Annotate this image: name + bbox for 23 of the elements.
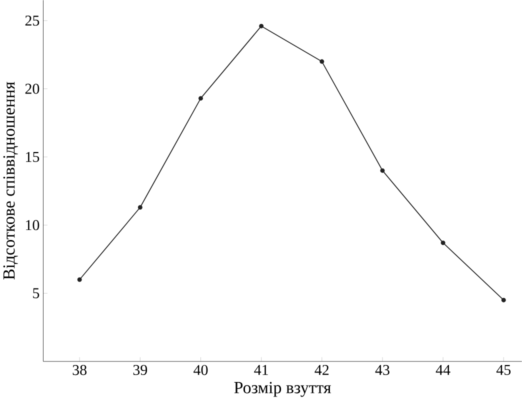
y-tick-label: 10 — [26, 220, 40, 230]
x-tick-label: 39 — [133, 364, 148, 375]
x-tick-label: 43 — [375, 364, 390, 375]
point — [138, 205, 142, 210]
x-tick-label: 42 — [314, 364, 329, 375]
y-axis-title: Відсоткове співвідношення — [3, 82, 18, 280]
point — [380, 168, 385, 173]
x-tick-label: 41 — [254, 364, 268, 375]
point — [198, 96, 203, 101]
x-axis-title: Розмір взуття — [234, 382, 331, 397]
x-tick-label: 38 — [72, 364, 87, 375]
point — [501, 298, 506, 302]
y-tick-label: 25 — [25, 16, 40, 26]
x-tick-label: 44 — [436, 364, 450, 375]
y-tick-label: 15 — [26, 152, 40, 162]
point — [320, 59, 324, 64]
x-tick-label: 45 — [496, 364, 511, 375]
point — [77, 277, 82, 282]
point — [440, 240, 446, 245]
y-tick-label: 5 — [33, 288, 40, 298]
x-tick-label: 40 — [194, 364, 208, 375]
point — [259, 24, 264, 28]
y-tick-label: 20 — [25, 84, 40, 94]
